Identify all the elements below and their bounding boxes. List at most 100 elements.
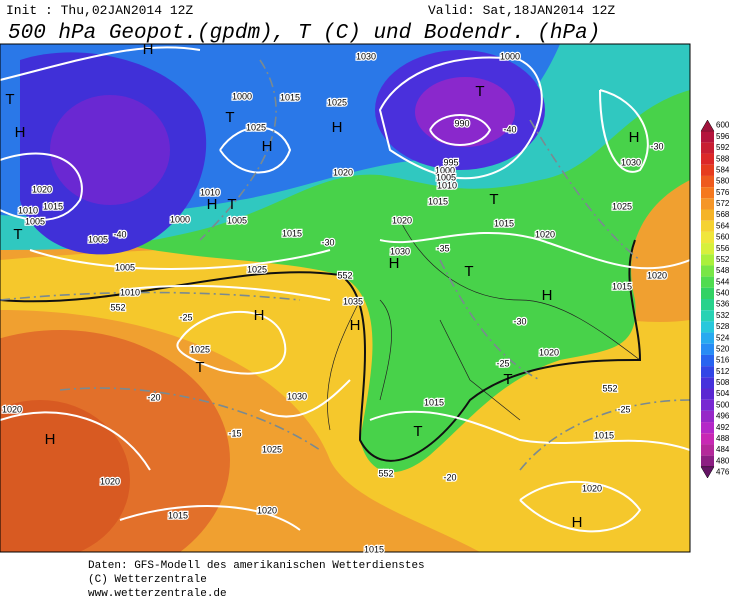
- colorbar-swatch: [701, 131, 714, 143]
- colorbar-label: 568: [716, 210, 730, 219]
- pressure-center: T: [195, 359, 204, 376]
- pressure-center: H: [572, 514, 583, 531]
- colorbar-label: 488: [716, 434, 730, 443]
- pressure-center: T: [13, 226, 22, 243]
- colorbar-label: 484: [716, 445, 730, 454]
- contour-label: 552: [602, 383, 617, 393]
- map: [0, 43, 691, 553]
- colorbar-label: 584: [716, 165, 730, 174]
- contour-label: 1020: [2, 404, 22, 414]
- contour-label: 1020: [535, 229, 555, 239]
- pressure-center: T: [227, 196, 236, 213]
- contour-label: 1005: [436, 172, 456, 182]
- contour-label: 1005: [88, 234, 108, 244]
- contour-label: -30: [650, 141, 663, 151]
- colorbar-label: 560: [716, 233, 730, 242]
- footer-source: Daten: GFS-Modell des amerikanischen Wet…: [88, 560, 425, 572]
- contour-label: 1005: [227, 215, 247, 225]
- colorbar-label: 512: [716, 367, 730, 376]
- pressure-center: T: [5, 91, 14, 108]
- colorbar-swatch: [701, 299, 714, 311]
- colorbar-swatch: [700, 466, 715, 479]
- colorbar-swatch: [701, 354, 714, 367]
- colorbar-swatch: [701, 410, 714, 423]
- colorbar-label: 528: [716, 322, 730, 331]
- contour-label: -15: [228, 428, 241, 438]
- colorbar-swatch: [701, 287, 714, 299]
- colorbar-swatch: [701, 276, 714, 288]
- pressure-center: T: [503, 371, 512, 388]
- contour-label: 1020: [100, 476, 120, 486]
- borders: [327, 219, 641, 431]
- contour-label: -40: [503, 124, 516, 134]
- contour-label: 1015: [43, 201, 63, 211]
- colorbar-label: 548: [716, 266, 730, 275]
- colorbar-swatch: [701, 444, 714, 456]
- contour-label: 1020: [32, 184, 52, 194]
- temperature-lines: [0, 59, 690, 471]
- colorbar-swatch: [701, 175, 714, 188]
- colorbar-label: 596: [716, 132, 730, 141]
- contour-label: 1010: [18, 205, 38, 215]
- footer-url: www.wetterzentrale.de: [88, 588, 227, 600]
- map-frame: [0, 43, 691, 553]
- contour-label: -35: [436, 243, 449, 253]
- contour-label: 1020: [392, 215, 412, 225]
- contour-label: -30: [513, 316, 526, 326]
- colorbar-label: 592: [716, 143, 730, 152]
- colorbar-swatch: [701, 243, 714, 255]
- contour-label: 1000: [170, 214, 190, 224]
- pressure-center: H: [207, 196, 218, 213]
- contour-label: 995: [443, 157, 458, 167]
- low-core-north: [415, 77, 515, 147]
- colorbar-label: 520: [716, 344, 730, 353]
- colorbar-swatch: [701, 231, 714, 244]
- contour-label: 1010: [200, 187, 220, 197]
- colorbar-label: 504: [716, 389, 730, 398]
- contour-label: 1020: [647, 270, 667, 280]
- contour-label: 1020: [539, 347, 559, 357]
- contour-label: 1015: [594, 430, 614, 440]
- colorbar-swatch: [701, 164, 714, 176]
- colorbar-label: 576: [716, 188, 730, 197]
- colorbar-swatch: [701, 422, 714, 434]
- colorbar-label: 476: [716, 468, 730, 477]
- contour-label: 1025: [247, 264, 267, 274]
- colorbar-label: 552: [716, 255, 730, 264]
- valid-time: Valid: Sat,18JAN2014 12Z: [428, 3, 615, 18]
- colorbar-label: 556: [716, 244, 730, 253]
- colorbar-swatch: [701, 153, 714, 165]
- warm-core: [0, 400, 130, 552]
- contour-label: 1020: [333, 167, 353, 177]
- low-core-west: [50, 95, 170, 205]
- pressure-center: H: [542, 287, 553, 304]
- pressure-center: H: [332, 119, 343, 136]
- contour-label: 1005: [115, 262, 135, 272]
- contour-label: -20: [147, 392, 160, 402]
- colorbar-swatch: [701, 332, 714, 344]
- colorbar-swatch: [701, 388, 714, 400]
- 552-contour: [0, 239, 642, 462]
- colorbar-label: 492: [716, 423, 730, 432]
- contour-label: -25: [179, 312, 192, 322]
- colorbar-swatch: [701, 343, 714, 355]
- contour-label: 552: [337, 270, 352, 280]
- colorbar-label: 500: [716, 400, 730, 409]
- colorbar-swatch: [701, 310, 714, 322]
- colorbar-label: 600: [716, 121, 730, 130]
- colorbar-label: 572: [716, 199, 730, 208]
- contour-label: 1030: [356, 51, 376, 61]
- colorbar-label: 532: [716, 311, 730, 320]
- colorbar-label: 564: [716, 221, 730, 230]
- colorbar-swatch: [701, 433, 714, 445]
- colorbar-label: 588: [716, 154, 730, 163]
- contour-label: 1025: [612, 201, 632, 211]
- colorbar-swatch: [701, 142, 714, 154]
- contour-label: -40: [113, 229, 126, 239]
- colorbar-label: 496: [716, 412, 730, 421]
- colorbar-swatch: [701, 399, 714, 411]
- pressure-center: H: [143, 41, 154, 58]
- contour-label: 1020: [257, 505, 277, 515]
- pressure-center: T: [464, 263, 473, 280]
